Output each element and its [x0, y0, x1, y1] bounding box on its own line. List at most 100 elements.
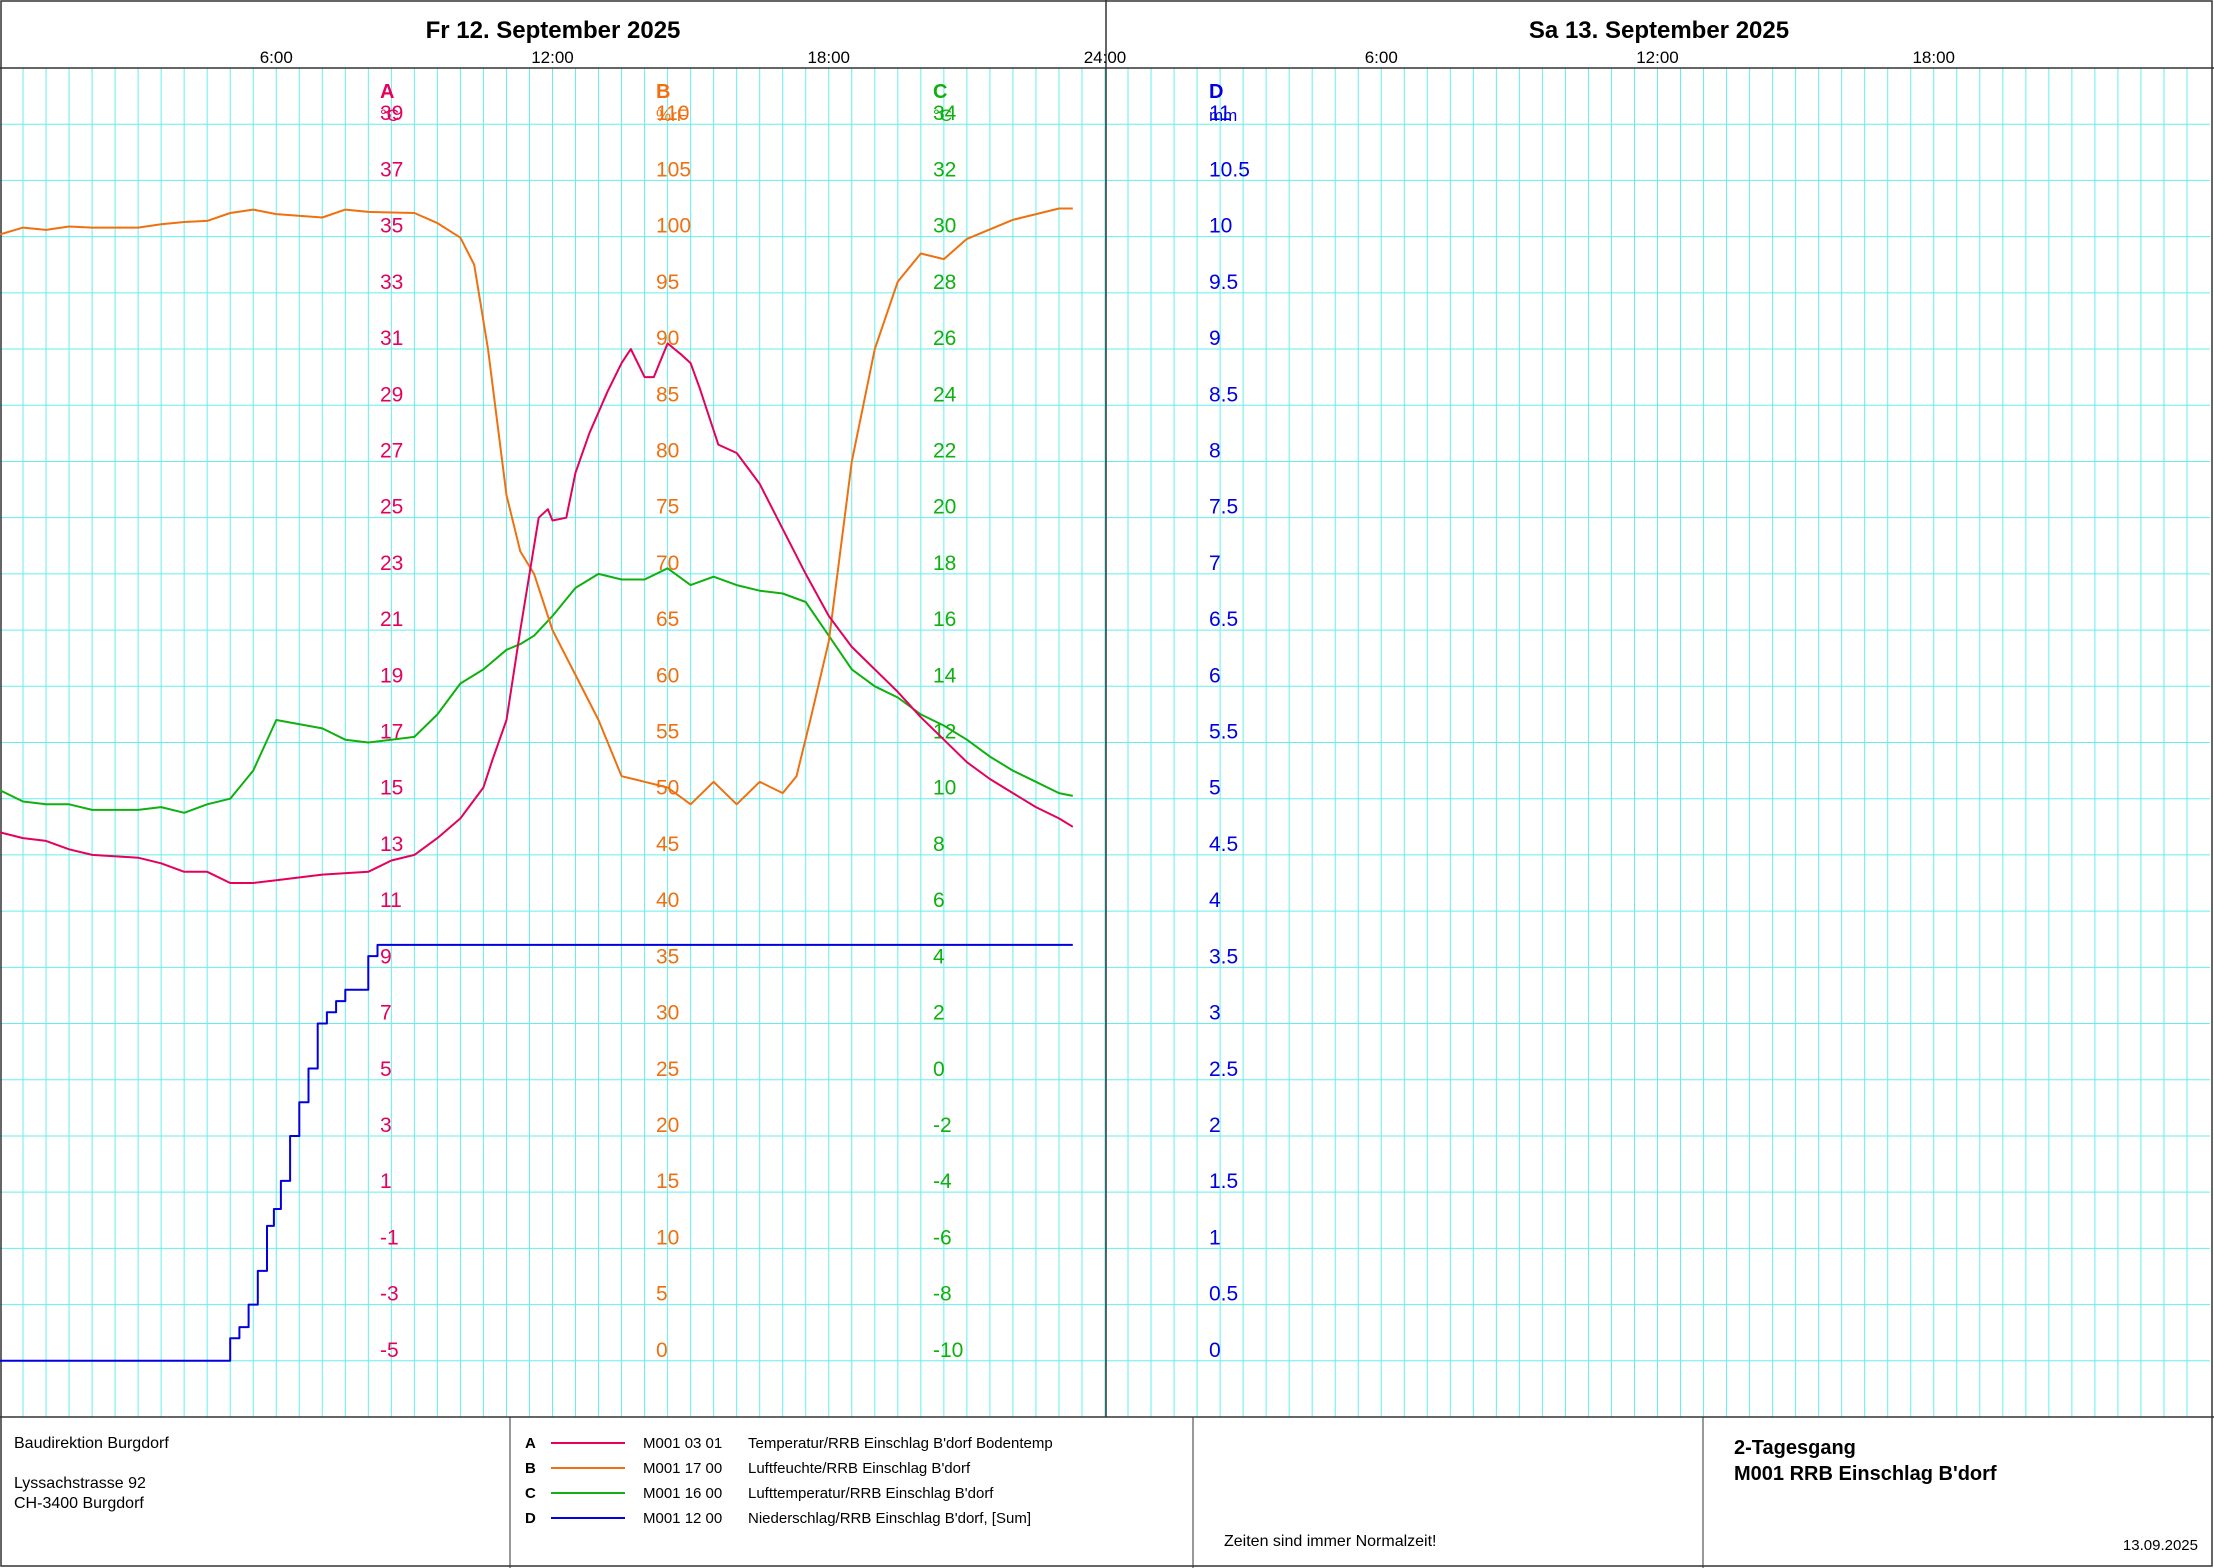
axis-tick-label: -2 — [933, 1114, 952, 1137]
axis-tick-label: 20 — [656, 1114, 679, 1137]
axis-tick-label: 10 — [656, 1226, 679, 1249]
axis-tick-label: 35 — [656, 945, 679, 968]
axis-tick-label: 22 — [933, 439, 956, 462]
axis-tick-label: 7 — [380, 1002, 392, 1025]
axis-tick-label: 5 — [1209, 777, 1221, 800]
report-title-2: M001 RRB Einschlag B'dorf — [1734, 1463, 1997, 1485]
legend-code: M001 17 00 — [643, 1460, 722, 1477]
org-street: Lyssachstrasse 92 — [14, 1475, 146, 1492]
legend-text: Luftfeuchte/RRB Einschlag B'dorf — [748, 1460, 971, 1477]
axis-tick-label: 45 — [656, 833, 679, 856]
time-tick-label: 12:00 — [531, 48, 574, 67]
axis-tick-label: 11 — [1209, 102, 1231, 125]
axis-tick-label: 20 — [933, 496, 956, 519]
axis-tick-label: 31 — [380, 327, 403, 350]
time-tick-label: 6:00 — [1365, 48, 1398, 67]
series-line-a — [0, 342, 1074, 884]
axis-tick-label: 90 — [656, 327, 679, 350]
axis-tick-label: 40 — [656, 889, 679, 912]
legend-code: M001 16 00 — [643, 1485, 722, 1502]
axis-tick-label: 0 — [656, 1339, 668, 1362]
axis-tick-label: 80 — [656, 439, 679, 462]
axis-tick-label: 3.5 — [1209, 945, 1238, 968]
axis-unit: %rF — [656, 106, 687, 125]
time-tick-label: 18:00 — [807, 48, 850, 67]
plot-series — [0, 207, 1074, 1362]
axis-tick-label: 5 — [380, 1058, 392, 1081]
axis-unit: °C — [933, 106, 952, 125]
axis-tick-label: 11 — [380, 889, 402, 912]
axis-tick-label: 19 — [380, 664, 403, 687]
axis-tick-label: 3 — [1209, 1002, 1221, 1025]
footer-note: Zeiten sind immer Normalzeit! — [1224, 1533, 1437, 1550]
axis-tick-label: 70 — [656, 552, 679, 575]
legend-text: Lufttemperatur/RRB Einschlag B'dorf — [748, 1485, 994, 1502]
axis-tick-label: 29 — [380, 383, 403, 406]
axis-tick-label: 15 — [656, 1170, 679, 1193]
axis-tick-label: 26 — [933, 327, 956, 350]
axis-tick-label: 12 — [933, 721, 956, 744]
axis-letter: C — [933, 81, 947, 103]
axis-tick-label: 0.5 — [1209, 1283, 1238, 1306]
axis-tick-label: -10 — [933, 1339, 963, 1362]
axis-tick-label: 30 — [656, 1002, 679, 1025]
time-axis: 6:00 12:00 18:00 24:00 6:00 12:00 18:00 — [260, 48, 1955, 67]
axis-letter: B — [656, 81, 670, 103]
time-tick-label: 18:00 — [1912, 48, 1955, 67]
axis-tick-label: 6 — [933, 889, 945, 912]
axis-tick-label: 9.5 — [1209, 271, 1238, 294]
axis-tick-label: 2 — [933, 1002, 945, 1025]
axis-tick-label: 65 — [656, 608, 679, 631]
axis-tick-label: 1 — [1209, 1226, 1221, 1249]
axis-tick-label: 85 — [656, 383, 679, 406]
day1-label: Fr 12. September 2025 — [426, 17, 681, 44]
axis-tick-label: 8 — [1209, 439, 1221, 462]
axis-tick-label: 10.5 — [1209, 158, 1250, 181]
axis-tick-label: 1.5 — [1209, 1170, 1238, 1193]
legend-code: M001 03 01 — [643, 1435, 722, 1452]
axis-tick-label: 10 — [933, 777, 956, 800]
axis-tick-label: -4 — [933, 1170, 952, 1193]
axis-tick-label: 0 — [1209, 1339, 1221, 1362]
axis-tick-label: 2.5 — [1209, 1058, 1238, 1081]
axis-tick-label: 33 — [380, 271, 403, 294]
axis-tick-label: 28 — [933, 271, 956, 294]
axis-tick-label: 75 — [656, 496, 679, 519]
axis-tick-label: 4.5 — [1209, 833, 1238, 856]
value-axes: A°C39373533312927252321191715131197531-1… — [380, 81, 1250, 1362]
axis-tick-label: 25 — [380, 496, 403, 519]
org-city: CH-3400 Burgdorf — [14, 1495, 144, 1512]
day2-label: Sa 13. September 2025 — [1529, 17, 1789, 44]
series-line-b — [0, 207, 1073, 806]
axis-tick-label: 100 — [656, 215, 691, 238]
axis-tick-label: 8.5 — [1209, 383, 1238, 406]
legend-text: Niederschlag/RRB Einschlag B'dorf, [Sum] — [748, 1510, 1031, 1527]
axis-tick-label: 39 — [380, 102, 403, 125]
axis-tick-label: 27 — [380, 439, 403, 462]
axis-letter: A — [380, 81, 394, 103]
axis-tick-label: 55 — [656, 721, 679, 744]
axis-tick-label: 110 — [656, 102, 689, 125]
axis-tick-label: -3 — [380, 1283, 399, 1306]
axis-tick-label: 15 — [380, 777, 403, 800]
axis-tick-label: 3 — [380, 1114, 392, 1137]
legend-letter: B — [525, 1460, 536, 1477]
legend-letter: C — [525, 1485, 536, 1502]
legend-letter: A — [525, 1435, 536, 1452]
axis-tick-label: 35 — [380, 215, 403, 238]
axis-tick-label: -5 — [380, 1339, 399, 1362]
axis-tick-label: 1 — [380, 1170, 392, 1193]
axis-tick-label: 34 — [933, 102, 957, 125]
axis-tick-label: 6 — [1209, 664, 1221, 687]
grid — [0, 68, 2210, 1418]
axis-tick-label: 105 — [656, 158, 691, 181]
axis-tick-label: 32 — [933, 158, 956, 181]
axis-tick-label: 14 — [933, 664, 957, 687]
time-tick-label: 24:00 — [1084, 48, 1127, 67]
time-tick-label: 6:00 — [260, 48, 293, 67]
axis-tick-label: 2 — [1209, 1114, 1221, 1137]
legend-letter: D — [525, 1510, 536, 1527]
axis-unit: mm — [1209, 106, 1237, 125]
